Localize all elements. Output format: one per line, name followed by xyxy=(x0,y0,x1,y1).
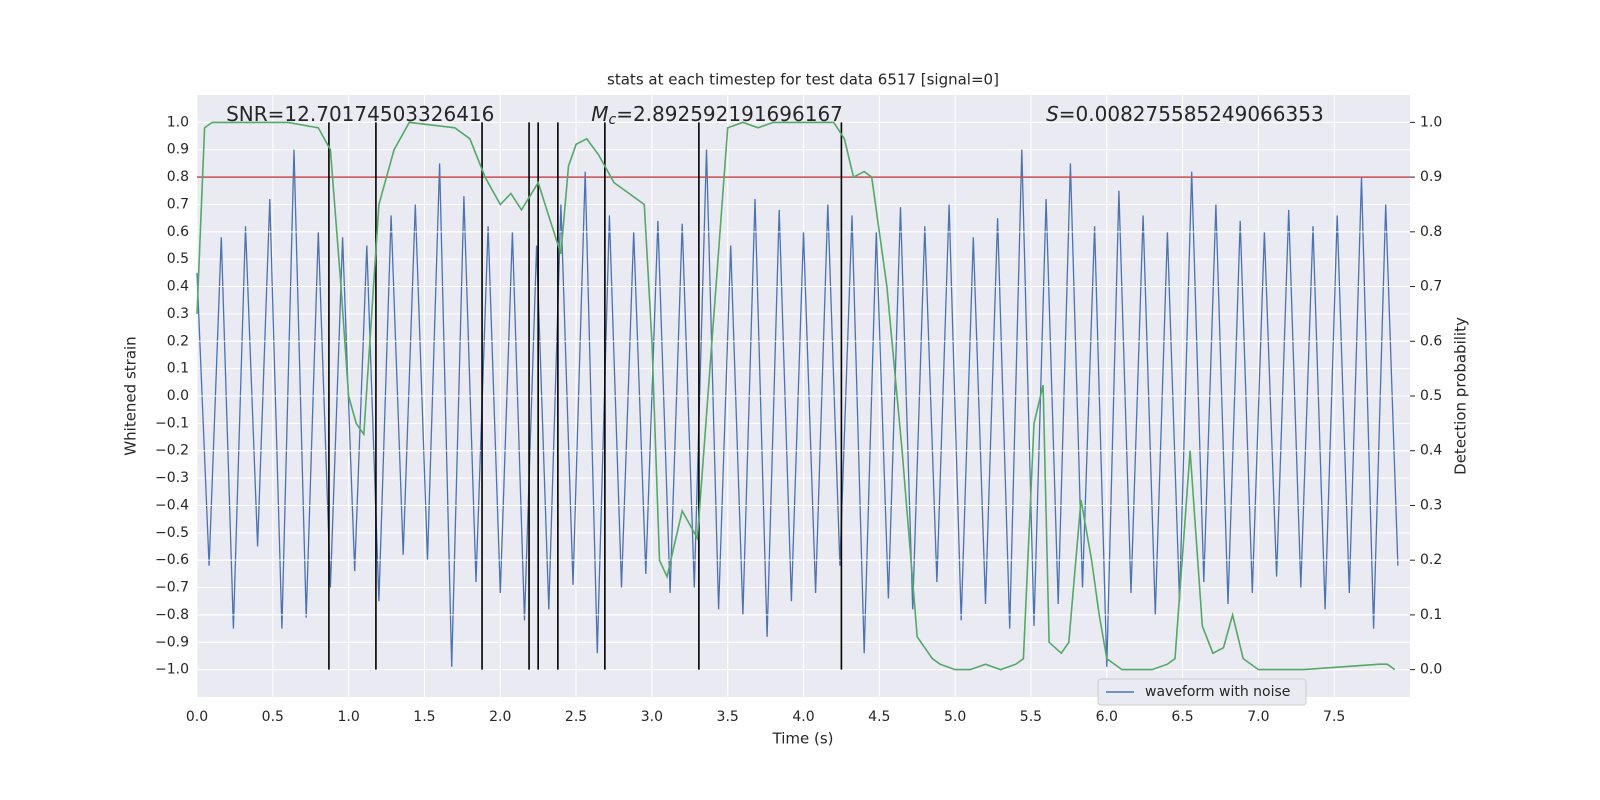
y-tick-label: 0.8 xyxy=(167,169,189,185)
y2-tick-label: 0.4 xyxy=(1420,443,1442,459)
x-tick-label: 5.0 xyxy=(944,709,966,725)
x-tick-label: 3.5 xyxy=(717,709,739,725)
y-tick-label: −0.5 xyxy=(155,525,189,541)
y2-tick-label: 0.3 xyxy=(1420,497,1442,513)
legend: waveform with noise xyxy=(1097,678,1307,706)
legend-box xyxy=(1097,678,1307,706)
y2-tick-label: 0.2 xyxy=(1420,552,1442,568)
y-tick-label: 0.3 xyxy=(167,306,189,322)
y-tick-label: 0.4 xyxy=(167,279,189,295)
y2-tick-label: 0.1 xyxy=(1420,607,1442,623)
y-tick-label: −0.1 xyxy=(155,415,189,431)
x-tick-label: 7.5 xyxy=(1323,709,1345,725)
y-tick-label: 0.1 xyxy=(167,361,189,377)
x-tick-label: 7.0 xyxy=(1247,709,1269,725)
y2-tick-label: 0.8 xyxy=(1420,224,1442,240)
y2-tick-label: 1.0 xyxy=(1420,114,1442,130)
x-tick-label: 1.0 xyxy=(337,709,359,725)
y-tick-label: −0.4 xyxy=(155,497,189,513)
x-tick-label: 2.0 xyxy=(489,709,511,725)
x-tick-label: 1.5 xyxy=(413,709,435,725)
y-tick-label: −0.7 xyxy=(155,580,189,596)
x-tick-label: 5.5 xyxy=(1020,709,1042,725)
annotation-symbol: M xyxy=(591,102,608,126)
y2-tick-label: 0.0 xyxy=(1420,662,1442,678)
y2-tick-label: 0.5 xyxy=(1420,388,1442,404)
annotation-subscript: c xyxy=(608,112,616,128)
annotation-text: SNR=12.70174503326416 xyxy=(226,102,494,126)
annotation-text: =2.892592191696167 xyxy=(616,102,843,126)
annotation: SNR=12.70174503326416 xyxy=(226,102,494,126)
y-tick-label: 0.9 xyxy=(167,142,189,158)
x-tick-label: 0.0 xyxy=(186,709,208,725)
y-tick-label: −0.2 xyxy=(155,443,189,459)
series-line xyxy=(196,149,1399,667)
annotation: S=0.008275585249066353 xyxy=(1046,102,1324,126)
y-tick-label: −0.9 xyxy=(155,634,189,650)
y-tick-label: 0.7 xyxy=(167,196,189,212)
annotation: Mc=2.892592191696167 xyxy=(591,102,843,129)
chart-title: stats at each timestep for test data 651… xyxy=(607,71,999,89)
x-axis-label: Time (s) xyxy=(772,730,834,748)
annotation-text: =0.008275585249066353 xyxy=(1059,102,1324,126)
x-tick-label: 0.5 xyxy=(262,709,284,725)
y-tick-label: −1.0 xyxy=(155,662,189,678)
y-tick-label: −0.3 xyxy=(155,470,189,486)
x-tick-label: 4.5 xyxy=(868,709,890,725)
x-tick-label: 2.5 xyxy=(565,709,587,725)
series-line xyxy=(196,121,1396,671)
x-tick-label: 4.0 xyxy=(792,709,814,725)
y2-axis-label: Detection probability xyxy=(1452,317,1470,475)
x-tick-label: 3.0 xyxy=(641,709,663,725)
y-axis-label: Whitened strain xyxy=(122,336,140,455)
y-tick-label: 0.5 xyxy=(167,251,189,267)
legend-label: waveform with noise xyxy=(1145,684,1290,700)
y-tick-label: 0.6 xyxy=(167,224,189,240)
x-tick-label: 6.0 xyxy=(1096,709,1118,725)
y-tick-label: 0.0 xyxy=(167,388,189,404)
y2-tick-label: 0.9 xyxy=(1420,169,1442,185)
y-tick-label: −0.6 xyxy=(155,552,189,568)
y2-tick-label: 0.7 xyxy=(1420,279,1442,295)
y-tick-label: −0.8 xyxy=(155,607,189,623)
x-tick-label: 6.5 xyxy=(1171,709,1193,725)
annotation-symbol: S xyxy=(1046,102,1059,126)
y-tick-label: 1.0 xyxy=(167,114,189,130)
y-tick-label: 0.2 xyxy=(167,333,189,349)
y2-tick-label: 0.6 xyxy=(1420,333,1442,349)
